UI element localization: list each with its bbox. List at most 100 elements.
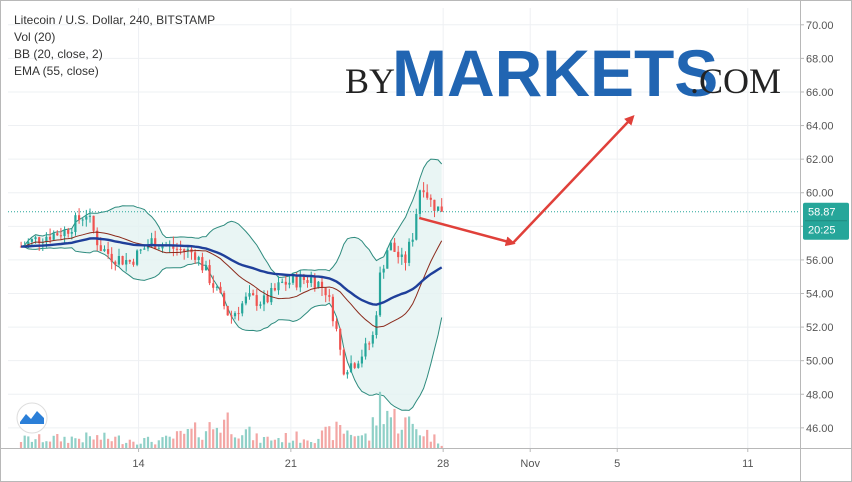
candle-body bbox=[117, 256, 120, 265]
candle-body bbox=[324, 287, 327, 296]
bollinger-basis-line bbox=[21, 231, 443, 328]
candle-body bbox=[252, 293, 255, 296]
candle-body bbox=[114, 261, 117, 265]
time-tick-label: 5 bbox=[614, 458, 620, 470]
candle-body bbox=[27, 241, 30, 246]
time-axis[interactable]: 14 21 28 Nov 5 11 bbox=[132, 448, 753, 470]
volume-bar bbox=[331, 440, 334, 448]
volume-bar bbox=[19, 442, 23, 448]
candle-body bbox=[204, 265, 208, 271]
candle-body bbox=[281, 281, 284, 283]
current-price-label: 58.87 bbox=[808, 207, 836, 219]
candle-body bbox=[194, 252, 197, 260]
volume-bar bbox=[161, 437, 164, 448]
candle-body bbox=[172, 244, 175, 249]
volume-bar bbox=[277, 438, 280, 448]
annotation-arrow bbox=[511, 115, 635, 244]
candle-body bbox=[146, 245, 150, 249]
candle-body bbox=[67, 229, 70, 234]
candle-body bbox=[19, 246, 23, 248]
candle-body bbox=[237, 313, 240, 315]
volume-bar bbox=[339, 425, 342, 448]
volume-bar bbox=[226, 412, 229, 448]
candle-body bbox=[161, 245, 164, 249]
legend-volume-indicator[interactable]: Vol (20) bbox=[14, 30, 55, 44]
tradingview-logo-icon[interactable] bbox=[16, 402, 48, 434]
candle-body bbox=[85, 216, 88, 220]
candle-body bbox=[320, 281, 324, 288]
volume-bar bbox=[197, 437, 200, 448]
candle-body bbox=[154, 238, 157, 249]
candle-body bbox=[335, 321, 338, 329]
legend-bollinger-indicator[interactable]: BB (20, close, 2) bbox=[14, 47, 103, 61]
plot-area bbox=[8, 158, 800, 448]
candle-body bbox=[201, 257, 204, 271]
volume-bar bbox=[306, 440, 309, 448]
candle-body bbox=[433, 199, 436, 211]
volume-bar bbox=[190, 428, 193, 448]
volume-bar bbox=[139, 443, 142, 448]
volume-bar bbox=[179, 430, 182, 448]
candle-body bbox=[360, 356, 363, 364]
candle-body bbox=[317, 281, 320, 288]
candle-body bbox=[389, 242, 392, 251]
volume-bar bbox=[70, 436, 73, 448]
volume-bar bbox=[150, 441, 153, 448]
price-tick-label: 68.00 bbox=[806, 53, 834, 65]
candle-body bbox=[353, 363, 356, 368]
volume-bar bbox=[78, 438, 81, 448]
legend-ema-indicator[interactable]: EMA (55, close) bbox=[14, 64, 99, 78]
candle-body bbox=[408, 241, 411, 263]
price-tick-label: 52.00 bbox=[806, 322, 834, 334]
candle-body bbox=[157, 248, 160, 250]
volume-bar bbox=[317, 438, 320, 448]
volume-bar bbox=[400, 429, 403, 448]
candle-body bbox=[262, 295, 266, 305]
volume-bar bbox=[117, 435, 120, 448]
price-tick-label: 50.00 bbox=[806, 356, 834, 368]
candle-body bbox=[437, 206, 440, 211]
volume-bar bbox=[41, 442, 44, 448]
legend-symbol-title[interactable]: Litecoin / U.S. Dollar, 240, BITSTAMP bbox=[14, 13, 215, 27]
candle-body bbox=[418, 190, 421, 214]
candle-body bbox=[299, 275, 302, 288]
time-tick-label: 11 bbox=[742, 458, 753, 470]
candle-body bbox=[136, 250, 139, 265]
volume-bar bbox=[85, 432, 88, 448]
volume-bar bbox=[88, 436, 91, 448]
price-tick-label: 56.00 bbox=[806, 255, 834, 267]
candle-body bbox=[339, 328, 342, 350]
volume-bar bbox=[204, 431, 208, 448]
volume-bar bbox=[440, 445, 443, 448]
volume-bar bbox=[320, 430, 324, 448]
volume-bar bbox=[157, 440, 160, 448]
volume-bar bbox=[324, 426, 327, 448]
volume-bar bbox=[313, 443, 316, 448]
volume-bar bbox=[219, 432, 222, 448]
volume-bar bbox=[328, 426, 331, 448]
price-axis[interactable]: 70.0068.0066.0064.0062.0060.0058.0056.00… bbox=[800, 20, 834, 435]
legend: Litecoin / U.S. Dollar, 240, BITSTAMP Vo… bbox=[14, 13, 215, 78]
time-tick-label: 28 bbox=[437, 458, 449, 470]
candle-body bbox=[88, 215, 91, 217]
volume-bar bbox=[386, 410, 389, 448]
candle-body bbox=[331, 296, 334, 322]
volume-bar bbox=[103, 432, 106, 448]
volume-bar bbox=[186, 429, 189, 448]
candle-body bbox=[382, 268, 385, 273]
candle-body bbox=[128, 260, 131, 262]
watermark-com: .COM bbox=[690, 61, 781, 101]
volume-bar bbox=[38, 434, 41, 448]
candle-body bbox=[411, 239, 414, 242]
volume-bar bbox=[146, 436, 150, 448]
volume-bar bbox=[110, 441, 113, 448]
volume-bar bbox=[408, 416, 411, 448]
volume-bar bbox=[375, 425, 378, 448]
candle-body bbox=[386, 250, 389, 269]
candle-body bbox=[110, 253, 113, 262]
volume-bar bbox=[422, 436, 425, 448]
candle-body bbox=[244, 296, 247, 304]
candle-body bbox=[270, 288, 273, 303]
candlesticks bbox=[19, 182, 443, 379]
